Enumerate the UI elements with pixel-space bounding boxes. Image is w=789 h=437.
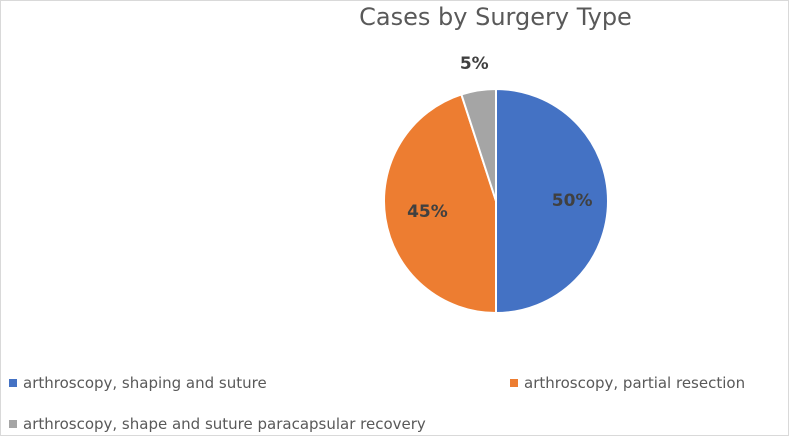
legend-swatch-3: [9, 420, 17, 428]
legend-item-3: arthroscopy, shape and suture paracapsul…: [9, 415, 426, 433]
legend-label-3: arthroscopy, shape and suture paracapsul…: [23, 415, 426, 433]
legend-item-1: arthroscopy, shaping and suture: [9, 374, 267, 392]
legend-item-2: arthroscopy, partial resection: [510, 374, 745, 392]
data-label-1: 50%: [552, 191, 593, 211]
pie-slice-3: [460, 87, 497, 202]
legend-label-2: arthroscopy, partial resection: [524, 374, 746, 392]
pie-slice-1: [495, 87, 609, 315]
data-label-2: 45%: [407, 202, 448, 222]
chart-title: Cases by Surgery Type: [359, 3, 632, 31]
pie-slice-2: [383, 93, 497, 315]
legend-label-1: arthroscopy, shaping and suture: [23, 374, 267, 392]
legend-swatch-2: [510, 379, 518, 387]
data-label-3: 5%: [460, 54, 489, 74]
legend-swatch-1: [9, 379, 17, 387]
